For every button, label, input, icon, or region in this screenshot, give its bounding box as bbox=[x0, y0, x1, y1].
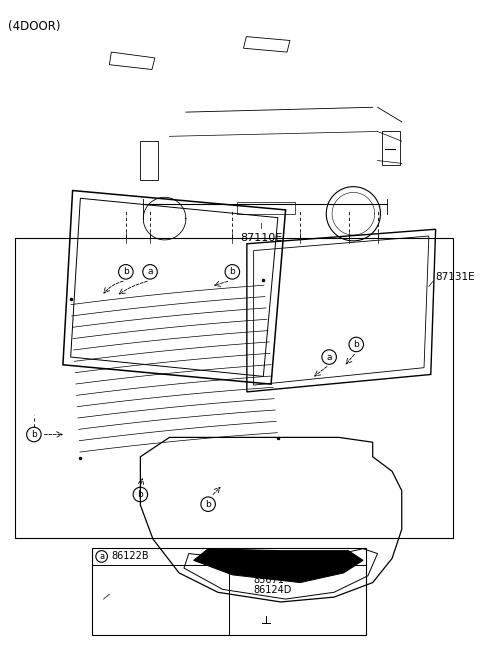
Bar bbox=[237, 202, 295, 214]
Text: b: b bbox=[137, 490, 143, 499]
Text: 87131E: 87131E bbox=[436, 272, 475, 281]
Text: b: b bbox=[234, 552, 240, 561]
Text: 87110E: 87110E bbox=[240, 233, 283, 243]
Bar bbox=[92, 548, 366, 635]
Text: a: a bbox=[147, 268, 153, 276]
Text: 86124D: 86124D bbox=[253, 585, 291, 596]
Text: b: b bbox=[353, 340, 359, 349]
Bar bbox=[383, 131, 400, 165]
Text: b: b bbox=[31, 430, 37, 439]
Text: 86122B: 86122B bbox=[111, 552, 149, 562]
Text: 85671: 85671 bbox=[253, 575, 284, 584]
Bar bbox=[14, 238, 453, 538]
Text: b: b bbox=[123, 268, 129, 276]
Text: a: a bbox=[99, 552, 104, 561]
Text: b: b bbox=[229, 268, 235, 276]
Polygon shape bbox=[193, 548, 363, 583]
Text: b: b bbox=[205, 500, 211, 508]
Text: a: a bbox=[326, 352, 332, 361]
Bar bbox=[140, 141, 158, 180]
Text: (4DOOR): (4DOOR) bbox=[8, 20, 60, 33]
